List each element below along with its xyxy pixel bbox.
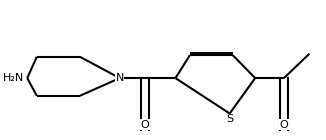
- Text: N: N: [115, 73, 124, 83]
- Text: S: S: [226, 114, 233, 124]
- Text: O: O: [141, 120, 150, 130]
- Text: H₂N: H₂N: [3, 73, 24, 83]
- Text: O: O: [279, 120, 288, 130]
